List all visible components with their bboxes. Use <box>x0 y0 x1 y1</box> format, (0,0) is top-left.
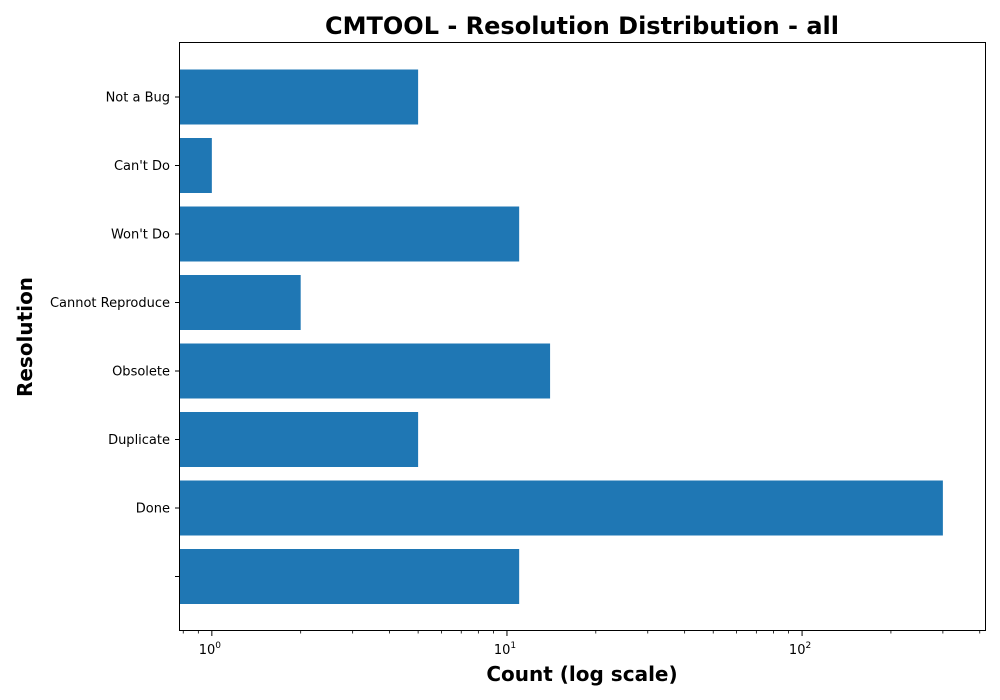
bar-7 <box>180 69 419 125</box>
x-tick-label-1: 101 <box>494 641 516 658</box>
bar-6 <box>180 138 212 193</box>
y-tick-label-1: Done <box>136 502 170 517</box>
y-tick-label-4: Cannot Reproduce <box>50 296 170 311</box>
bar-4 <box>180 275 301 330</box>
x-tick-label-0: 100 <box>199 641 222 658</box>
y-tick-label-6: Can't Do <box>114 159 170 174</box>
y-tick-label-2: Duplicate <box>108 433 170 448</box>
bar-3 <box>180 343 551 399</box>
bar-5 <box>180 206 520 262</box>
plot-frame <box>179 42 986 631</box>
x-axis-label: Count (log scale) <box>486 662 677 686</box>
y-axis-label: Resolution <box>13 277 37 397</box>
y-tick-label-3: Obsolete <box>112 365 170 380</box>
x-tick-label-2: 102 <box>789 641 811 658</box>
bar-2 <box>180 412 419 467</box>
y-tick-label-5: Won't Do <box>111 228 170 243</box>
x-axis: 100 101 102 <box>182 631 981 658</box>
y-axis: Done Duplicate Obsolete Cannot Reproduce Won… <box>50 91 180 577</box>
chart-title: CMTOOL - Resolution Distribution - all <box>325 12 839 40</box>
y-tick-label-7: Not a Bug <box>106 91 170 106</box>
bar-1 <box>180 480 943 536</box>
bar-0 <box>180 549 520 604</box>
bars-group <box>180 69 943 604</box>
